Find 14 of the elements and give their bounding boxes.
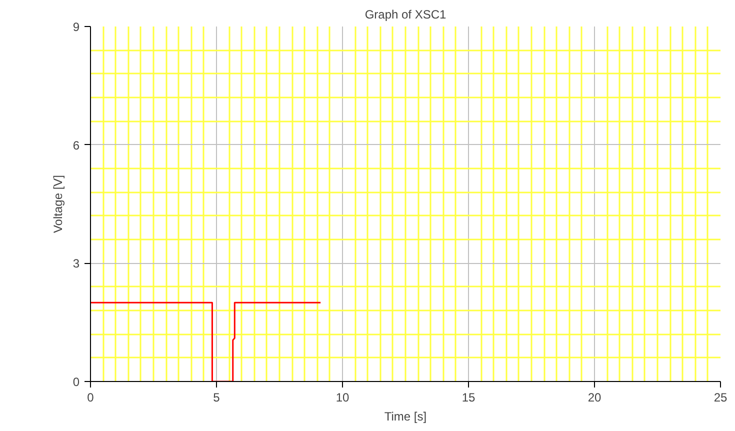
y-tick-label: 0	[72, 375, 80, 389]
x-axis-title: Time [s]	[384, 410, 427, 424]
x-tick-label: 5	[213, 390, 220, 404]
y-tick-label: 3	[72, 256, 80, 271]
x-tick-label: 0	[87, 390, 94, 404]
y-tick-label: 6	[72, 138, 80, 152]
x-tick-label: 25	[714, 390, 728, 404]
x-tick-label: 20	[588, 390, 602, 404]
line-series	[90, 302, 322, 382]
y-axis-title: Voltage [V]	[50, 174, 65, 234]
chart-title: Graph of XSC1	[364, 8, 447, 22]
y-tick-label: 9	[72, 20, 80, 34]
x-tick-label: 15	[462, 390, 476, 404]
x-tick-label: 10	[336, 390, 350, 404]
